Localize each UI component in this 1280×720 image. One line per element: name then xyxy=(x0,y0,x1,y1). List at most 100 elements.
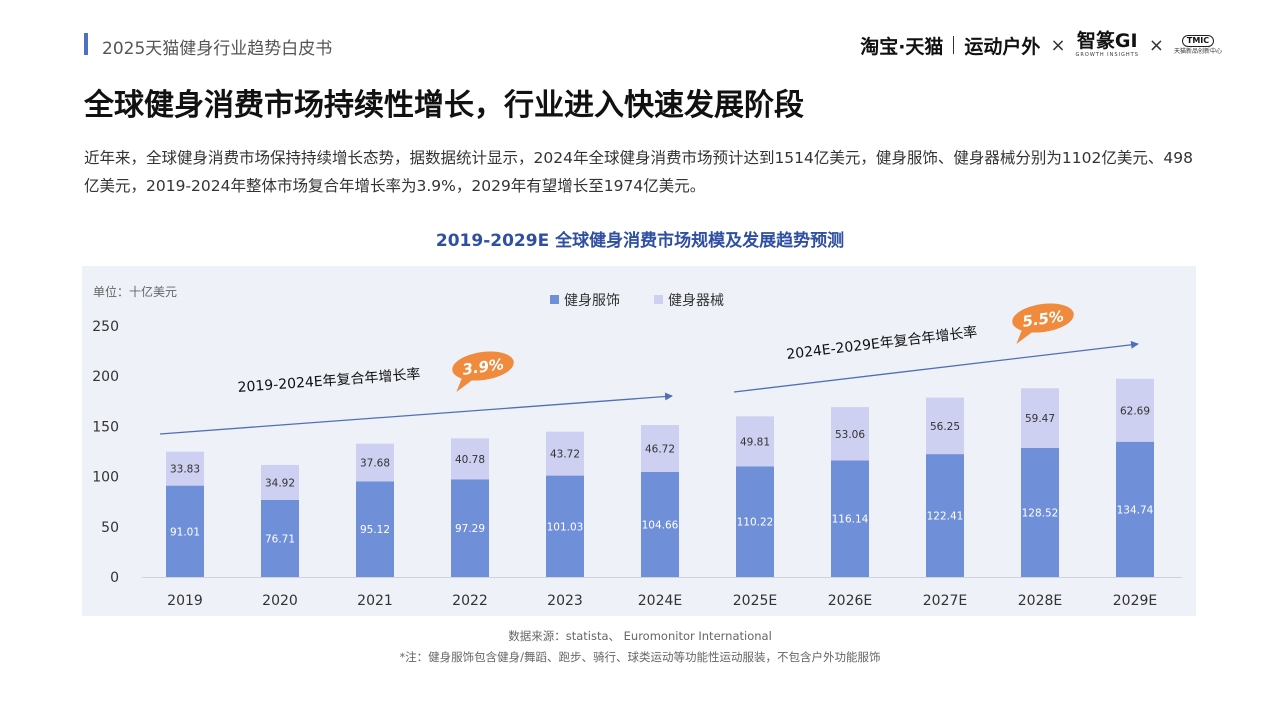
brand-tmic-logo: TMIC 天猫新品创新中心 xyxy=(1174,35,1222,55)
data-label-equipment: 49.81 xyxy=(740,436,770,448)
x-tick-label: 2024E xyxy=(638,593,682,609)
bar-apparel xyxy=(1116,441,1154,577)
brand-logos: 淘宝·天猫 运动户外 × 智篆GI GROWTH INSIGHTS × TMIC… xyxy=(860,28,1222,62)
data-label-equipment: 53.06 xyxy=(835,429,865,441)
brand-category-label: 运动户外 xyxy=(964,35,1041,58)
legend-swatch xyxy=(654,295,663,304)
bar-equipment xyxy=(926,397,964,455)
bar-equipment xyxy=(356,443,394,482)
data-label-equipment: 46.72 xyxy=(645,443,675,455)
bar-apparel xyxy=(261,499,299,577)
footnote: *注：健身服饰包含健身/舞蹈、跑步、骑行、球类运动等功能性运动服装，不包含户外功… xyxy=(399,650,881,664)
y-tick-label: 0 xyxy=(110,570,119,586)
stacked-bar-chart: 单位：十亿美元 健身服饰 健身器械 0 50 100 150 200 250 91.01 33… xyxy=(92,284,1182,609)
bar-apparel xyxy=(546,475,584,577)
cagr-badge-shape xyxy=(452,351,514,381)
cagr-badge: 3.9% xyxy=(452,351,514,392)
x-tick-label: 2023 xyxy=(547,593,583,609)
bar-apparel xyxy=(641,471,679,577)
x-tick-label: 2021 xyxy=(357,593,393,609)
bar-equipment xyxy=(1116,378,1154,442)
y-tick-label: 100 xyxy=(92,470,119,486)
legend-label: 健身器械 xyxy=(668,293,724,309)
bar-apparel xyxy=(356,481,394,577)
intro-paragraph: 近年来，全球健身消费市场保持持续增长态势，据数据统计显示，2024年全球健身消费… xyxy=(84,149,1193,195)
data-label-equipment: 33.83 xyxy=(170,464,200,476)
data-label-equipment: 59.47 xyxy=(1025,413,1055,425)
report-title: 2025天猫健身行业趋势白皮书 xyxy=(102,39,333,59)
x-tick-label: 2029E xyxy=(1113,593,1157,609)
bar-equipment xyxy=(736,416,774,467)
data-label-equipment: 56.25 xyxy=(930,421,960,433)
data-label-apparel: 116.14 xyxy=(832,514,869,526)
page-title: 全球健身消费市场持续性增长，行业进入快速发展阶段 xyxy=(84,88,804,123)
chart-legend: 健身服饰 健身器械 xyxy=(550,293,724,309)
bar-equipment xyxy=(451,438,489,480)
brand-cross-icon: × xyxy=(1050,34,1066,56)
data-label-apparel: 76.71 xyxy=(265,533,295,545)
x-tick-label: 2026E xyxy=(828,593,872,609)
cagr-badge-shape xyxy=(1012,303,1074,333)
data-label-apparel: 91.01 xyxy=(170,526,200,538)
bar-apparel xyxy=(736,466,774,577)
y-axis: 0 50 100 150 200 250 xyxy=(92,319,119,586)
data-label-apparel: 134.74 xyxy=(1117,504,1154,516)
data-label-equipment: 34.92 xyxy=(265,477,295,489)
trend-arrow xyxy=(159,392,673,435)
legend-swatch xyxy=(550,295,559,304)
brand-tmic-badge: TMIC xyxy=(1181,35,1215,47)
data-label-equipment: 62.69 xyxy=(1120,405,1150,417)
x-tick-label: 2019 xyxy=(167,593,203,609)
x-axis: 2019 2020 2021 2022 2023 2024E 2025E 2026E 2027E… xyxy=(167,593,1157,609)
bar-apparel xyxy=(831,460,869,577)
x-tick-label: 2028E xyxy=(1018,593,1062,609)
cagr-badge-tail xyxy=(1016,328,1035,344)
y-tick-label: 250 xyxy=(92,319,119,335)
data-source: 数据来源：statista、 Euromonitor International xyxy=(508,629,772,643)
cagr-annotations: 2019-2024E年复合年增长率 3.9% 2024E-2029E年复合年增长率 5… xyxy=(159,303,1139,435)
header-accent-bar xyxy=(84,33,88,55)
data-label-apparel: 95.12 xyxy=(360,524,390,536)
cagr-value: 5.5% xyxy=(1021,307,1065,331)
cagr-badge: 5.5% xyxy=(1012,303,1074,344)
x-tick-label: 2020 xyxy=(262,593,298,609)
y-tick-label: 200 xyxy=(92,369,119,385)
legend-label: 健身服饰 xyxy=(564,293,620,309)
bar-apparel xyxy=(451,479,489,577)
x-tick-label: 2025E xyxy=(733,593,777,609)
brand-cross-icon-2: × xyxy=(1148,34,1164,56)
brand-gi-subtitle: GROWTH INSIGHTS xyxy=(1075,52,1139,58)
bars-group: 91.01 33.83 76.71 34.92 95.12 37.68 97.29 40.78… xyxy=(166,378,1154,577)
brand-gi-name: 智篆GI xyxy=(1076,30,1138,52)
bar-apparel xyxy=(166,485,204,577)
brand-tmic-subtitle: 天猫新品创新中心 xyxy=(1173,48,1222,55)
data-label-apparel: 97.29 xyxy=(455,523,485,535)
data-label-equipment: 37.68 xyxy=(360,458,390,470)
bar-apparel xyxy=(1021,447,1059,577)
data-label-apparel: 128.52 xyxy=(1022,507,1059,519)
bar-equipment xyxy=(831,407,869,461)
data-label-apparel: 110.22 xyxy=(737,517,774,529)
cagr-value: 3.9% xyxy=(461,355,505,379)
cagr-label: 2019-2024E年复合年增长率 xyxy=(237,365,421,395)
cagr-label: 2024E-2029E年复合年增长率 xyxy=(785,323,978,363)
data-label-apparel: 104.66 xyxy=(642,519,679,531)
bar-apparel xyxy=(926,454,964,577)
x-tick-label: 2022 xyxy=(452,593,488,609)
unit-label: 单位：十亿美元 xyxy=(93,284,177,299)
data-label-apparel: 122.41 xyxy=(927,511,964,523)
data-label-equipment: 40.78 xyxy=(455,454,485,466)
brand-divider xyxy=(953,36,955,54)
bar-equipment xyxy=(166,451,204,486)
y-tick-label: 50 xyxy=(101,520,119,536)
cagr-badge-tail xyxy=(456,376,475,392)
y-tick-label: 150 xyxy=(92,419,119,435)
data-label-apparel: 101.03 xyxy=(547,521,584,533)
bar-equipment xyxy=(641,425,679,472)
data-label-equipment: 43.72 xyxy=(550,449,580,461)
chart-title: 2019-2029E 全球健身消费市场规模及发展趋势预测 xyxy=(435,231,845,251)
x-tick-label: 2027E xyxy=(923,593,967,609)
bar-equipment xyxy=(261,464,299,500)
brand-gi-logo: 智篆GI GROWTH INSIGHTS xyxy=(1076,32,1139,58)
trend-arrow xyxy=(733,340,1139,393)
